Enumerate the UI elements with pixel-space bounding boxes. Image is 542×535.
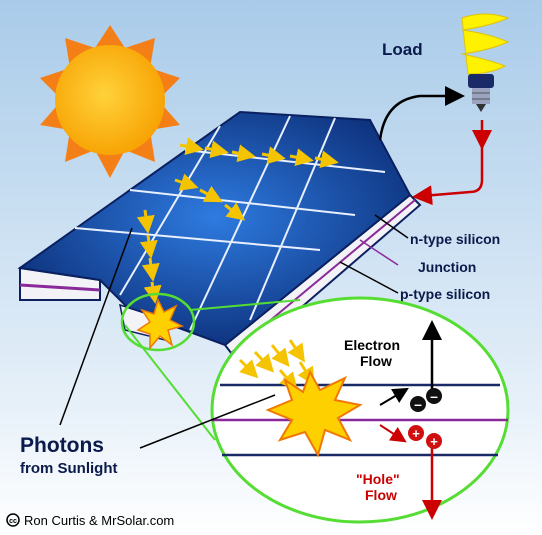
arrow [379,387,409,406]
electron-flow-label: Flow [360,353,392,369]
p-type-label: p-type silicon [400,286,490,302]
pointer [339,261,399,294]
electrons: – – [410,388,442,412]
photons-sub-label: from Sunlight [20,460,118,477]
copyright-icon: cc [9,518,17,525]
burst [265,369,363,458]
photon-arrows [136,137,339,304]
electron-flow-label: Electron [344,337,400,353]
hole-flow-label: Flow [365,487,397,503]
burst [136,297,185,351]
junction-label: Junction [418,259,476,275]
n-type-label: n-type silicon [410,231,500,247]
pointer [59,227,133,426]
load-label: Load [382,40,423,59]
pointer [359,239,399,266]
credit: Ron Curtis & MrSolar.com [24,513,174,528]
photons-label: Photons [20,434,104,457]
hole-flow-label: "Hole" [356,471,400,487]
wire-out [378,86,465,141]
bulb [461,13,510,112]
svg-text:+: + [412,426,420,441]
pointer [139,394,276,449]
arrow [379,424,407,443]
svg-text:+: + [430,434,438,449]
holes: + + [408,425,442,449]
sun [40,25,180,178]
copyright-icon [6,513,20,527]
pointer [374,214,409,239]
svg-text:–: – [414,396,422,412]
wire-in [412,145,484,206]
svg-text:–: – [430,388,438,404]
